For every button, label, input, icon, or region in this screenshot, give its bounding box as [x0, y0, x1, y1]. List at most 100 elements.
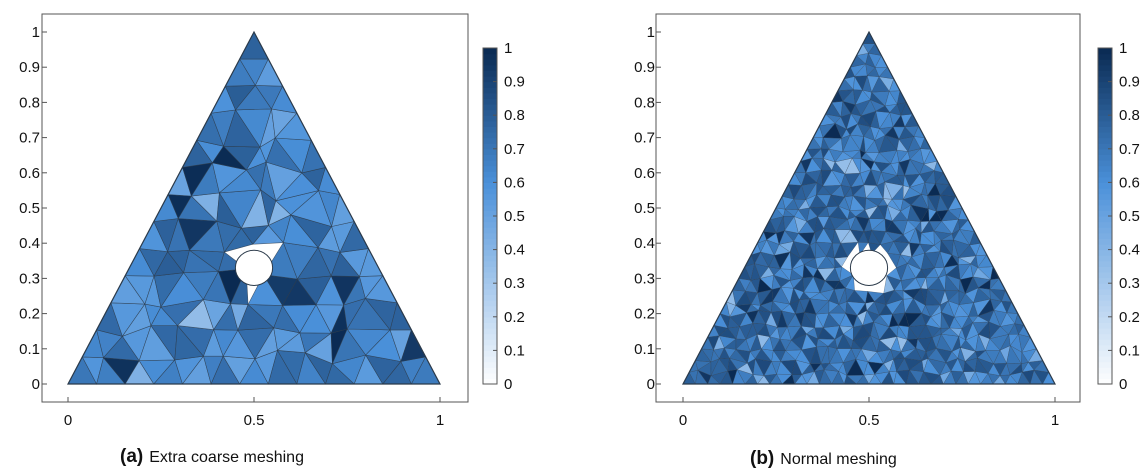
colorbar-segment — [1098, 339, 1112, 346]
colorbar-segment — [1098, 120, 1112, 127]
colorbar-segment — [483, 53, 497, 60]
colorbar-segment — [483, 232, 497, 239]
colorbar-segment — [1098, 266, 1112, 273]
colorbar-segment — [1098, 76, 1112, 83]
colorbar-segment — [1098, 311, 1112, 318]
colorbar-segment — [1098, 104, 1112, 111]
colorbar-segment — [483, 109, 497, 116]
colorbar-segment — [1098, 344, 1112, 351]
colorbar-segment — [483, 98, 497, 105]
y-tick-label: 0 — [647, 376, 655, 393]
colorbar-tick-label: 0.4 — [504, 242, 525, 259]
colorbar-segment — [483, 249, 497, 256]
colorbar-segment — [483, 333, 497, 340]
caption-b-text: Normal meshing — [780, 451, 897, 468]
colorbar-segment — [483, 143, 497, 150]
colorbar-segment — [1098, 87, 1112, 94]
colorbar-segment — [483, 216, 497, 223]
colorbar-segment — [483, 300, 497, 307]
y-tick-label: 0.4 — [19, 235, 40, 252]
colorbar-tick-label: 0.2 — [504, 309, 525, 326]
y-tick-label: 0.3 — [19, 270, 40, 287]
colorbar-segment — [1098, 260, 1112, 267]
mesh — [67, 31, 441, 385]
y-tick-label: 0.6 — [634, 165, 655, 182]
colorbar-tick-label: 0.1 — [504, 342, 525, 359]
colorbar-segment — [1098, 272, 1112, 279]
mesh — [682, 31, 1056, 385]
y-tick-label: 0.3 — [634, 270, 655, 287]
caption-b: (b) Normal meshing — [750, 448, 897, 470]
colorbar-segment — [483, 322, 497, 329]
y-tick-label: 0.5 — [634, 200, 655, 217]
y-tick-label: 0.2 — [634, 306, 655, 323]
y-tick-label: 0.9 — [634, 59, 655, 76]
colorbar-segment — [1098, 48, 1112, 55]
y-tick-label: 0.2 — [19, 306, 40, 323]
colorbar-tick-label: 0.1 — [1119, 342, 1140, 359]
colorbar-segment — [1098, 160, 1112, 167]
colorbar-segment — [1098, 176, 1112, 183]
mesh-element — [845, 274, 855, 291]
mesh-element — [862, 31, 876, 44]
colorbar-segment — [483, 160, 497, 167]
colorbar-segment — [483, 311, 497, 318]
colorbar-segment — [483, 154, 497, 161]
colorbar-tick-label: 0.5 — [1119, 208, 1140, 225]
y-tick-label: 0.1 — [19, 341, 40, 358]
y-tick-label: 0.6 — [19, 165, 40, 182]
colorbar-segment — [483, 70, 497, 77]
colorbar-segment — [483, 283, 497, 290]
colorbar-segment — [483, 316, 497, 323]
colorbar-segment — [483, 148, 497, 155]
colorbar-segment — [1098, 81, 1112, 88]
x-tick-label: 0 — [64, 412, 72, 429]
colorbar-segment — [1098, 148, 1112, 155]
colorbar-segment — [1098, 210, 1112, 217]
colorbar-tick-label: 0.9 — [1119, 74, 1140, 91]
colorbar-segment — [483, 182, 497, 189]
colorbar-segment — [1098, 322, 1112, 329]
caption-a-text: Extra coarse meshing — [149, 449, 304, 466]
colorbar-segment — [1098, 59, 1112, 66]
colorbar-tick-label: 0.3 — [504, 275, 525, 292]
y-tick-label: 0 — [32, 376, 40, 393]
hole — [234, 249, 274, 286]
colorbar-segment — [483, 188, 497, 195]
colorbar-segment — [1098, 328, 1112, 335]
colorbar-segment — [483, 356, 497, 363]
colorbar-segment — [483, 176, 497, 183]
colorbar-segment — [483, 361, 497, 368]
colorbar-tick-label: 0.4 — [1119, 242, 1140, 259]
colorbar-segment — [483, 115, 497, 122]
colorbar-tick-label: 0.8 — [504, 107, 525, 124]
colorbar-tick-label: 0 — [1119, 376, 1127, 393]
colorbar-segment — [1098, 283, 1112, 290]
colorbar: 0 0.1 0.2 0.3 0.4 0.5 0.6 0.7 0.8 0.9 1 — [482, 40, 525, 393]
colorbar-tick-label: 0.3 — [1119, 275, 1140, 292]
colorbar-tick-label: 0.7 — [504, 141, 525, 158]
colorbar-segment — [483, 120, 497, 127]
colorbar-segment — [1098, 249, 1112, 256]
y-tick-label: 1 — [32, 24, 40, 41]
caption-a-label: (a) — [120, 446, 144, 467]
colorbar-segment — [1098, 238, 1112, 245]
colorbar-segment — [1098, 367, 1112, 374]
y-tick-label: 0.5 — [19, 200, 40, 217]
colorbar-tick-label: 0.5 — [504, 208, 525, 225]
colorbar-segment — [483, 255, 497, 262]
colorbar-segment — [483, 104, 497, 111]
domain-boundary — [67, 30, 441, 385]
colorbar-segment — [483, 277, 497, 284]
colorbar-segment — [1098, 70, 1112, 77]
colorbar-segment — [483, 137, 497, 144]
colorbar-segment — [483, 193, 497, 200]
colorbar-segment — [1098, 182, 1112, 189]
colorbar-segment — [1098, 216, 1112, 223]
x-tick-label: 1 — [1051, 412, 1059, 429]
colorbar-tick-label: 0.2 — [1119, 309, 1140, 326]
x-tick-label: 0.5 — [859, 412, 880, 429]
colorbar-segment — [1098, 92, 1112, 99]
chart-canvas: 0 0.5 1 0 0.1 0.2 0.3 0.4 0.5 0.6 0.7 0.8 0.9 1 0 0.1 0.… — [19, 13, 1140, 429]
colorbar-segment — [1098, 294, 1112, 301]
